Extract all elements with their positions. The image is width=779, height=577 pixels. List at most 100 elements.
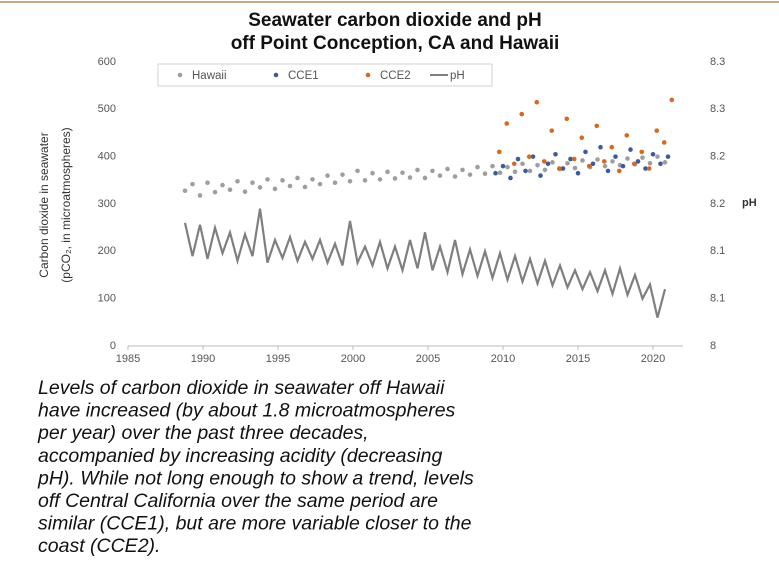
caption-line: off Central California over the same per…	[38, 490, 438, 512]
y2-tick-label: 8.3	[710, 103, 725, 115]
data-point	[654, 128, 660, 133]
data-point	[590, 161, 596, 167]
data-point	[572, 165, 578, 171]
data-point	[541, 159, 547, 164]
data-point	[665, 154, 671, 159]
ph-line	[183, 208, 667, 318]
y2-tick-label: 8.2	[710, 151, 725, 163]
data-point	[527, 168, 533, 174]
data-point	[553, 152, 558, 157]
data-point	[377, 177, 383, 182]
y2-tick-label: 8.2	[710, 198, 725, 210]
data-point	[310, 177, 315, 182]
y-tick-label: 200	[98, 245, 116, 257]
data-point	[511, 161, 517, 167]
data-point	[257, 185, 263, 190]
data-point	[205, 180, 210, 185]
data-point	[272, 186, 278, 192]
data-point	[493, 170, 498, 176]
x-tick-label: 1985	[116, 353, 140, 365]
data-point	[542, 167, 548, 173]
data-point	[624, 133, 630, 138]
data-point	[332, 180, 338, 185]
data-point	[564, 116, 570, 122]
data-point	[580, 158, 585, 163]
data-point	[355, 168, 360, 174]
data-point	[515, 156, 521, 162]
data-point	[530, 154, 536, 159]
data-point	[602, 163, 608, 169]
data-point	[560, 166, 566, 171]
plot-area	[182, 97, 675, 318]
legend-label: CCE2	[380, 70, 411, 82]
data-point	[445, 166, 450, 172]
data-point	[325, 173, 330, 178]
x-tick-label: 1990	[191, 353, 215, 365]
data-point	[523, 168, 528, 174]
data-point	[190, 181, 195, 187]
data-point	[568, 156, 573, 162]
caption-line: accompanied by increasing acidity (decre…	[38, 445, 442, 467]
data-point	[613, 154, 618, 159]
data-point	[535, 162, 540, 168]
caption-line: Levels of carbon dioxide in seawater off…	[38, 377, 445, 399]
data-point	[520, 161, 525, 167]
data-point	[475, 164, 480, 170]
y-axis-label: Carbon dioxide in seawater	[37, 132, 51, 277]
x-tick-label: 1995	[266, 353, 290, 365]
data-point	[550, 160, 555, 165]
x-tick-label: 2005	[416, 353, 440, 365]
data-point	[460, 167, 465, 173]
data-point	[610, 159, 615, 164]
data-point	[620, 163, 626, 169]
data-point	[182, 188, 188, 194]
caption-line: similar (CCE1), but are more variable cl…	[38, 513, 472, 535]
data-point	[490, 163, 495, 169]
data-point	[655, 154, 660, 159]
data-point	[609, 144, 615, 150]
data-point	[661, 140, 667, 145]
data-point	[545, 161, 551, 167]
caption-line: pH). While not long enough to show a tre…	[37, 467, 474, 489]
caption-line: per year) over the past three decades,	[37, 422, 369, 444]
caption-line: coast (CCE2).	[38, 535, 160, 557]
legend-box	[157, 63, 493, 87]
chart-title: Seawater carbon dioxide and pH	[248, 10, 542, 31]
data-point	[340, 172, 345, 177]
y-tick-label: 0	[110, 340, 116, 352]
data-point	[601, 159, 607, 164]
data-point	[392, 176, 398, 181]
data-point	[575, 170, 581, 176]
data-point	[496, 149, 502, 155]
data-point	[628, 147, 633, 152]
y-tick-label: 400	[98, 151, 116, 163]
y-tick-label: 600	[98, 56, 116, 68]
data-point	[639, 149, 645, 155]
data-point	[407, 175, 413, 180]
data-point	[579, 135, 585, 141]
data-point	[235, 178, 240, 184]
y-tick-label: 300	[98, 198, 116, 210]
data-point	[212, 189, 218, 195]
data-point	[265, 177, 270, 182]
data-point	[295, 175, 300, 181]
data-point	[452, 174, 458, 179]
data-point	[437, 173, 443, 178]
data-point	[556, 166, 562, 171]
data-point	[385, 169, 390, 175]
data-point	[571, 156, 577, 162]
data-point	[280, 178, 285, 183]
data-point	[616, 168, 622, 174]
data-point	[643, 166, 648, 171]
data-point	[595, 157, 600, 162]
data-point	[625, 156, 630, 161]
data-point	[512, 169, 518, 175]
data-point	[467, 172, 473, 177]
y2-tick-label: 8	[710, 340, 716, 352]
data-point	[287, 183, 293, 189]
data-point	[549, 128, 555, 133]
legend-label: CCE1	[288, 70, 319, 82]
data-point	[197, 193, 203, 198]
legend-swatch	[177, 72, 183, 78]
